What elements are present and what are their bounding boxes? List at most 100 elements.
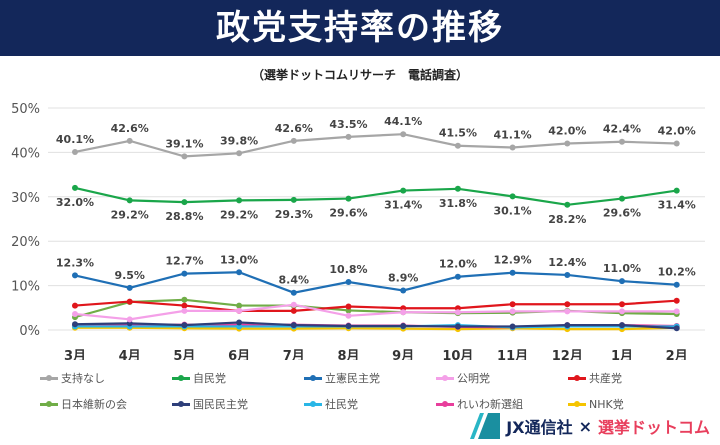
data-label: 8.4% — [279, 274, 310, 287]
chart-title: 政党支持率の推移 — [0, 0, 720, 56]
legend-item: 支持なし — [40, 370, 172, 386]
data-point — [290, 307, 297, 314]
data-point — [126, 298, 133, 305]
data-label: 31.4% — [658, 199, 696, 212]
x-tick-label: 3月 — [64, 349, 86, 360]
data-point — [345, 312, 352, 319]
data-point — [400, 187, 407, 194]
data-label: 44.1% — [384, 115, 422, 128]
data-point — [400, 287, 407, 294]
data-label: 29.3% — [275, 208, 313, 221]
data-point — [345, 323, 352, 330]
data-label: 29.6% — [603, 207, 641, 220]
legend-label: 共産党 — [589, 372, 622, 385]
data-label: 11.0% — [603, 262, 641, 275]
x-tick-label: 1月 — [611, 349, 633, 360]
data-label: 29.2% — [220, 208, 258, 221]
logo-jx: JX通信社 — [506, 418, 573, 437]
data-label: 31.4% — [384, 199, 422, 212]
data-label: 8.9% — [388, 271, 419, 284]
data-label: 9.5% — [114, 269, 145, 282]
data-point — [290, 322, 297, 329]
x-tick-label: 10月 — [442, 349, 473, 360]
y-tick-label: 0% — [19, 324, 40, 339]
data-point — [181, 307, 188, 314]
data-label: 28.2% — [548, 213, 586, 226]
data-label: 42.0% — [658, 125, 696, 138]
legend-label: 立憲民主党 — [325, 372, 380, 385]
series-line — [74, 303, 677, 321]
legend-swatch — [568, 400, 586, 407]
logo-sep: × — [578, 416, 592, 436]
legend-label: NHK党 — [589, 398, 624, 411]
data-point — [564, 140, 571, 147]
data-point — [673, 281, 680, 288]
data-label: 30.1% — [494, 204, 532, 217]
legend-label: 日本維新の会 — [61, 398, 127, 411]
legend-item: れいわ新選組 — [436, 396, 568, 412]
data-label: 41.1% — [494, 129, 532, 142]
line-chart: 0% 10% 20% 30% 40% 50% 3月 4月 5月 6月 7月 8月 9月 10月 11月 12月… — [11, 102, 705, 360]
data-point — [619, 308, 625, 315]
legend-item: 自民党 — [172, 370, 304, 386]
data-point — [181, 302, 188, 309]
data-point — [454, 309, 461, 316]
data-point — [72, 184, 78, 191]
legend-swatch — [40, 374, 58, 381]
data-point — [126, 284, 133, 291]
legend-label: 自民党 — [193, 372, 226, 385]
legend-swatch — [304, 374, 322, 381]
data-point — [72, 311, 78, 318]
data-label: 42.6% — [275, 122, 313, 135]
legend-label: 支持なし — [61, 372, 105, 385]
data-label: 12.4% — [548, 256, 586, 269]
legend-label: 公明党 — [457, 372, 490, 385]
data-point — [619, 195, 625, 202]
data-label: 40.1% — [56, 133, 94, 146]
data-point — [454, 273, 461, 280]
data-point — [673, 308, 680, 315]
data-point — [72, 272, 78, 279]
data-point — [673, 325, 680, 332]
data-label: 12.9% — [494, 254, 532, 267]
legend-swatch — [568, 374, 586, 381]
y-tick-label: 40% — [11, 146, 40, 161]
data-point — [72, 302, 78, 309]
data-point — [564, 308, 571, 315]
data-point — [290, 196, 297, 203]
data-point — [619, 138, 625, 145]
data-label: 10.8% — [329, 263, 367, 276]
data-point — [72, 321, 78, 328]
logo: JX通信社 × 選挙ドットコム — [466, 413, 710, 439]
legend-item: 国民民主党 — [172, 396, 304, 412]
data-label: 42.4% — [603, 123, 641, 136]
data-point — [181, 199, 188, 206]
data-label: 41.5% — [439, 127, 477, 140]
data-point — [290, 301, 297, 308]
x-tick-label: 5月 — [173, 349, 195, 360]
data-point — [181, 153, 188, 160]
data-label: 32.0% — [56, 196, 94, 209]
legend-swatch — [304, 400, 322, 407]
y-tick-label: 50% — [11, 102, 40, 117]
x-tick-label: 12月 — [552, 349, 583, 360]
data-point — [619, 301, 625, 308]
data-point — [181, 296, 188, 303]
data-point — [400, 131, 407, 138]
legend-item: NHK党 — [568, 396, 700, 412]
data-point — [345, 279, 352, 286]
data-point — [126, 197, 133, 204]
data-point — [126, 316, 133, 323]
data-point — [400, 309, 407, 316]
x-tick-label: 2月 — [666, 349, 688, 360]
series-line — [74, 271, 677, 294]
logo-senkyo: 選挙ドットコム — [597, 418, 710, 437]
x-tick-label: 8月 — [337, 349, 359, 360]
y-tick-label: 10% — [11, 280, 40, 295]
data-label: 13.0% — [220, 253, 258, 266]
data-label: 12.0% — [439, 258, 477, 271]
jx-logo-icon — [470, 413, 501, 439]
legend: 支持なし 自民党 立憲民主党 公明党 共産党 日本維新の会 国民民主党 社民党 れいわ新選組 NH… — [40, 370, 700, 412]
data-point — [126, 137, 133, 144]
data-point — [236, 319, 243, 326]
